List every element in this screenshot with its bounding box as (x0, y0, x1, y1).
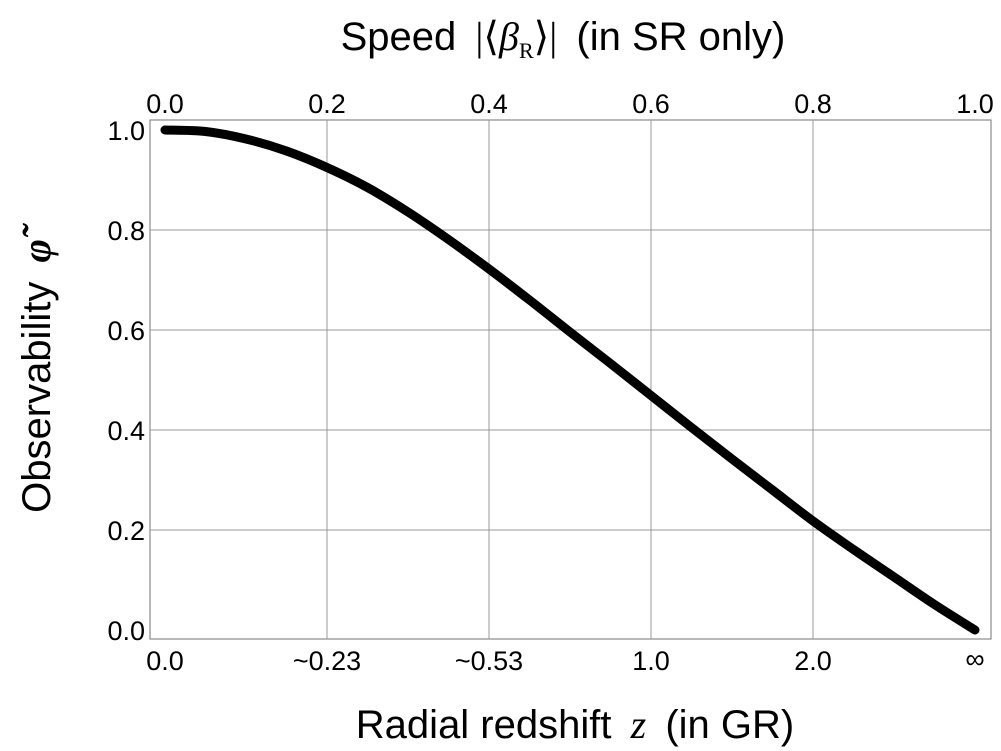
observability-curve (160, 125, 980, 635)
bottom-axis-title-suffix: (in GR) (665, 703, 794, 747)
bottom-axis-title-prefix: Radial redshift (356, 703, 612, 747)
bottom-tick-label: ~0.53 (455, 646, 523, 676)
y-tick-label: 0.4 (107, 416, 145, 446)
top-axis-title-bar-left: |⟨ (475, 14, 499, 59)
y-axis-ticks: 0.0 0.2 0.4 0.6 0.8 1.0 (107, 116, 145, 646)
y-tick-label: 0.8 (107, 216, 145, 246)
bottom-tick-label: 1.0 (632, 646, 670, 676)
top-axis-title-prefix: Speed (341, 15, 457, 59)
grid (150, 120, 991, 639)
bottom-tick-label: ~0.23 (293, 646, 361, 676)
y-axis-title-prefix: Observability (15, 282, 59, 513)
top-tick-label: 0.0 (146, 89, 184, 119)
top-axis-ticks: 0.0 0.2 0.4 0.6 0.8 1.0 (146, 89, 994, 119)
top-axis-title-suffix: (in SR only) (576, 15, 785, 59)
top-tick-label: 1.0 (956, 89, 994, 119)
y-tick-label: 0.2 (107, 516, 145, 546)
bottom-tick-label: 2.0 (794, 646, 832, 676)
y-axis-title: Observability φ̃ (14, 222, 59, 513)
top-axis-title: Speed |⟨βR⟩| (in SR only) (341, 14, 786, 63)
y-tick-label: 0.0 (107, 616, 145, 646)
top-tick-label: 0.4 (470, 89, 508, 119)
y-tick-label: 0.6 (107, 316, 145, 346)
top-axis-title-subscript: R (519, 38, 534, 63)
series-layer (160, 125, 980, 635)
y-axis-title-symbol: φ̃ (14, 222, 59, 262)
top-tick-label: 0.6 (632, 89, 670, 119)
bottom-tick-label: 0.0 (146, 646, 184, 676)
bottom-tick-label: ∞ (965, 644, 984, 674)
bottom-axis-title: Radial redshift z (in GR) (356, 702, 794, 747)
top-axis-title-symbol: β (498, 14, 519, 59)
bottom-axis-title-symbol: z (630, 702, 647, 747)
top-tick-label: 0.2 (308, 89, 346, 119)
bottom-axis-ticks: 0.0 ~0.23 ~0.53 1.0 2.0 ∞ (146, 644, 984, 676)
plot-frame (149, 119, 992, 640)
y-tick-label: 1.0 (107, 116, 145, 146)
top-tick-label: 0.8 (794, 89, 832, 119)
top-axis-title-bar-right: ⟩| (534, 14, 558, 59)
